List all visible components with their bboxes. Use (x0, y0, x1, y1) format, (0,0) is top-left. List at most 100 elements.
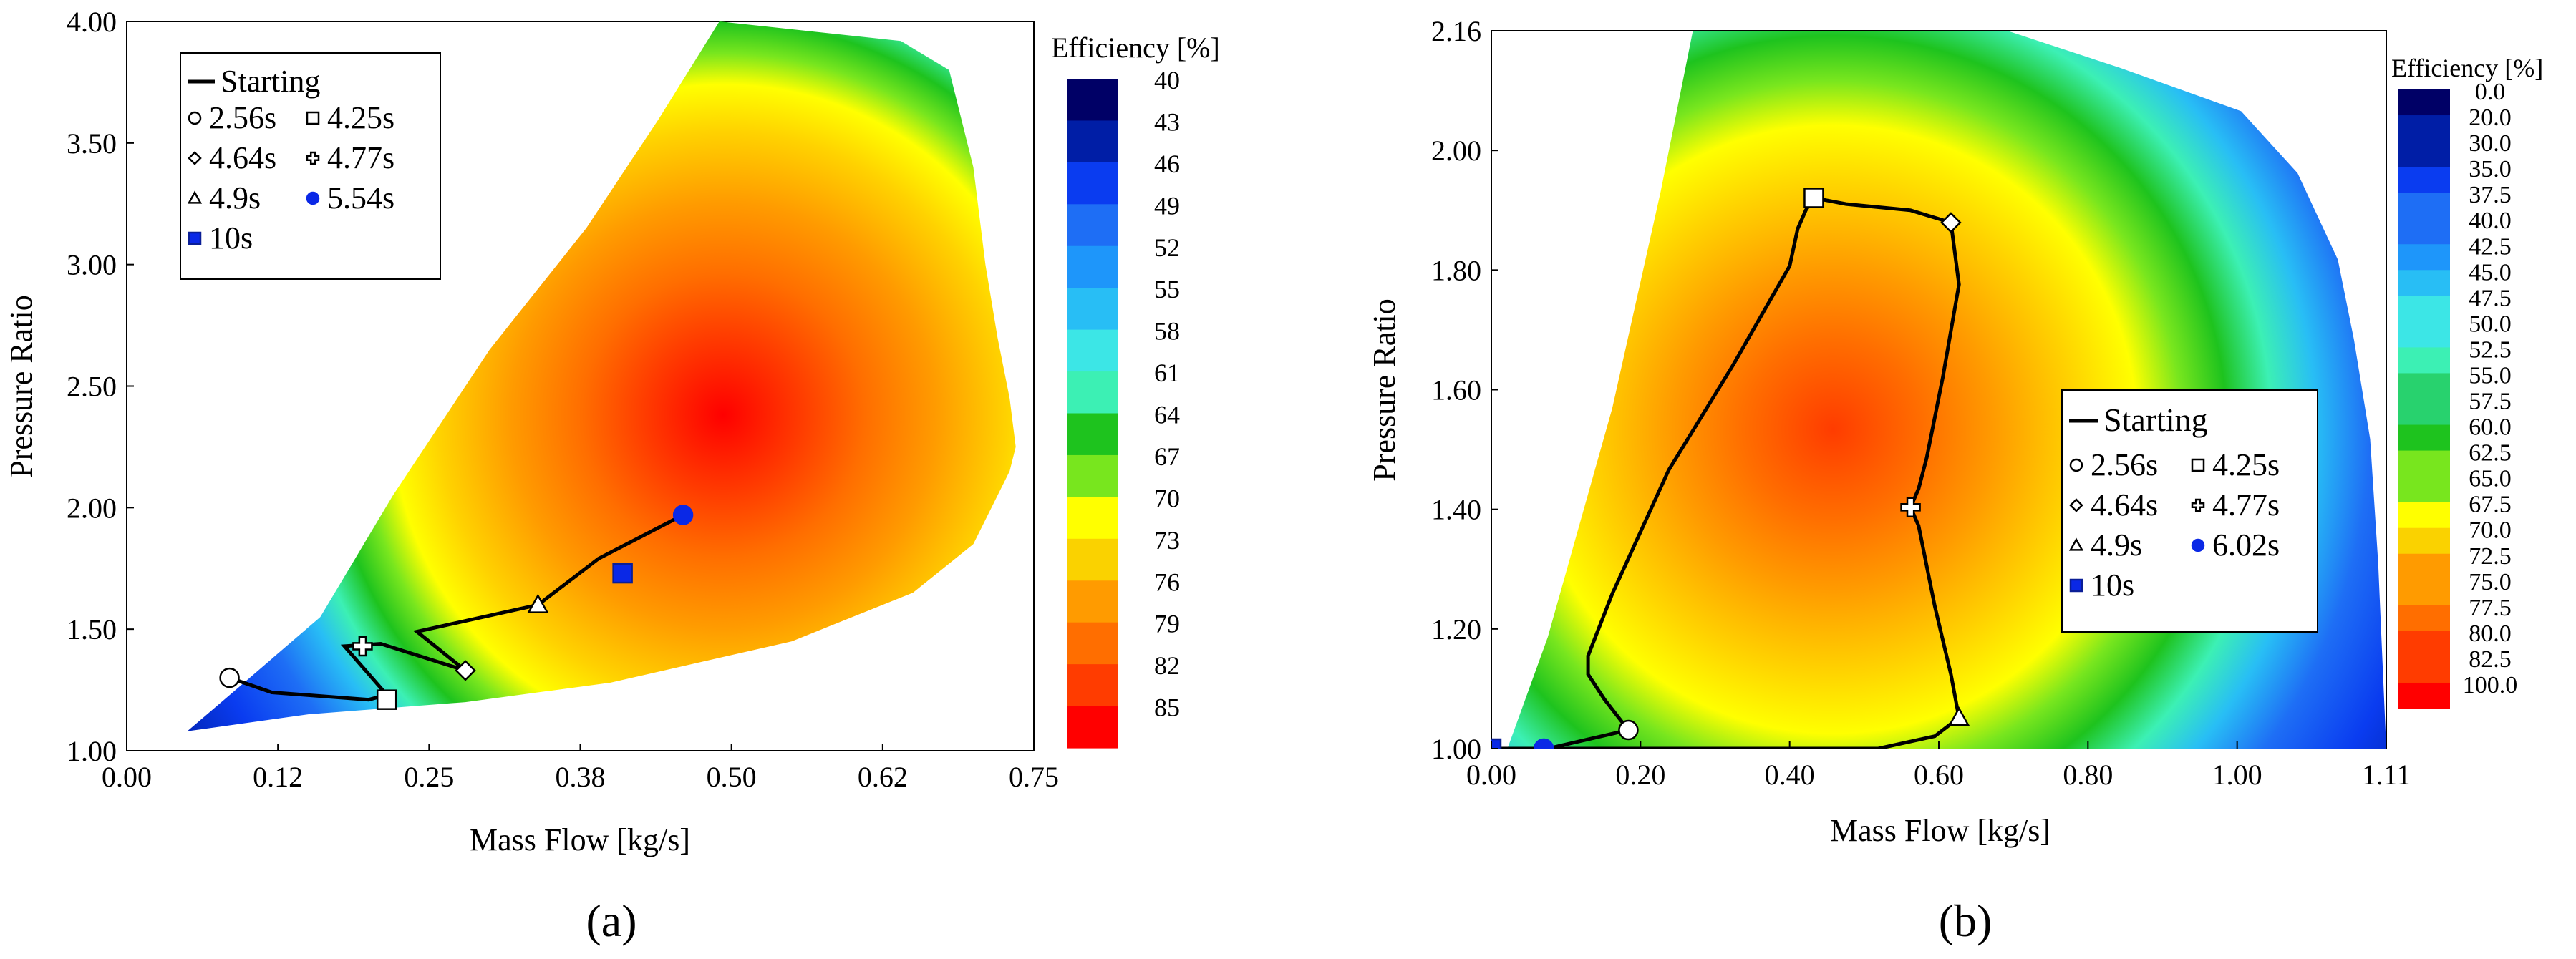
y-tick-label: 1.60 (1431, 374, 1481, 407)
colorbar-tick-label: 52 (1154, 233, 1180, 262)
colorbar-swatch (2398, 631, 2450, 658)
colorbar-tick-label: 72.5 (2469, 543, 2512, 570)
marker-2.56s (219, 667, 240, 688)
colorbar-tick-label: 62.5 (2469, 440, 2512, 467)
colorbar-tick-label: 65.0 (2469, 466, 2512, 492)
colorbar-tick-label: 0.0 (2475, 79, 2506, 105)
colorbar-swatch (1067, 413, 1118, 456)
y-tick-label: 1.40 (1431, 494, 1481, 526)
x-tick-label: 0.50 (707, 761, 757, 793)
colorbar-swatch (1067, 497, 1118, 540)
colorbar-tick-label: 77.5 (2469, 595, 2512, 621)
colorbar-swatch (2398, 502, 2450, 529)
y-tick-label: 3.00 (67, 249, 117, 281)
colorbar-tick-label: 64 (1154, 401, 1180, 429)
marker-2.56s (1618, 719, 1639, 741)
colorbar-swatch (2398, 656, 2450, 683)
y-tick-label: 4.00 (67, 6, 117, 38)
colorbar-swatch (2398, 527, 2450, 555)
colorbar-tick-label: 30.0 (2469, 130, 2512, 157)
legend-item-label: 4.25s (327, 100, 394, 135)
colorbar-swatch (1067, 79, 1118, 122)
marker-4.25s (376, 689, 397, 710)
legend-item-label: 4.9s (2091, 527, 2142, 563)
legend-marker-4.25s (306, 111, 320, 125)
colorbar-swatch (1067, 664, 1118, 707)
colorbar-swatch (2398, 682, 2450, 709)
legend-item-label: 5.54s (327, 180, 394, 215)
colorbar-tick-label: 79 (1154, 610, 1180, 638)
colorbar-tick-label: 80.0 (2469, 620, 2512, 647)
colorbar-swatch (2398, 89, 2450, 116)
colorbar-swatch (2398, 476, 2450, 503)
y-tick-label: 2.16 (1431, 15, 1481, 47)
x-tick-label: 0.38 (556, 761, 606, 793)
colorbar-tick-label: 55 (1154, 275, 1180, 303)
colorbar-swatch (1067, 329, 1118, 372)
legend-marker-4.9s (187, 190, 203, 204)
colorbar-swatch (2398, 450, 2450, 477)
colorbar-swatch (2398, 270, 2450, 296)
colorbar-tick-label: 43 (1154, 107, 1180, 136)
legend-item-label: 4.77s (2212, 487, 2280, 522)
panel-a: 0.00 0.12 0.25 0.38 0.50 0.62 0.75 1.00 1.50 2.0… (4, 6, 1220, 946)
x-tick-label: 0.12 (253, 761, 303, 793)
colorbar-swatch (2398, 399, 2450, 426)
marker-10s (612, 563, 633, 584)
colorbar-tick-label: 46 (1154, 150, 1180, 178)
x-axis-ticks: 0.00 0.20 0.40 0.60 0.80 1.00 1.11 (1466, 741, 2411, 791)
y-axis-label: Pressure Ratio (1367, 298, 1402, 481)
y-tick-label: 1.00 (67, 735, 117, 767)
colorbar-tick-label: 45.0 (2469, 259, 2512, 286)
legend-line-label: Starting (2103, 401, 2208, 438)
colorbar-swatch (2398, 373, 2450, 400)
colorbar-swatch (1067, 538, 1118, 581)
marker-5.54s (672, 505, 694, 525)
legend-marker-4.77s (2191, 498, 2205, 512)
y-tick-label: 2.00 (67, 492, 117, 524)
legend-marker-6.02s (2191, 538, 2205, 552)
colorbar-tick-label: 82 (1154, 651, 1180, 680)
colorbar-tick-label: 35.0 (2469, 156, 2512, 182)
colorbar-swatch (2398, 347, 2450, 374)
x-axis-ticks: 0.00 0.12 0.25 0.38 0.50 0.62 0.75 (102, 744, 1059, 793)
x-tick-label: 0.60 (1914, 759, 1964, 791)
y-axis-ticks: 1.00 1.50 2.00 2.50 3.00 3.50 4.00 (67, 6, 134, 767)
y-tick-label: 2.50 (67, 371, 117, 403)
colorbar-swatch (2398, 193, 2450, 219)
x-tick-label: 0.75 (1009, 761, 1059, 793)
x-tick-label: 1.00 (2212, 759, 2262, 791)
colorbar-tick-label: 20.0 (2469, 104, 2512, 131)
marker-10s (1491, 738, 1502, 749)
legend-marker-2.56s (2069, 458, 2083, 472)
legend-item-label: 4.9s (209, 180, 261, 215)
colorbar-tick-label: 75.0 (2469, 569, 2512, 595)
colorbar-swatch (2398, 115, 2450, 142)
legend-item-label: 6.02s (2212, 527, 2280, 563)
colorbar-tick-label: 82.5 (2469, 646, 2512, 673)
legend-marker-2.56s (188, 111, 202, 125)
colorbar-swatch (2398, 321, 2450, 349)
efficiency-contour-fill (187, 21, 1016, 731)
legend-marker-10s (2069, 578, 2083, 593)
x-tick-label: 0.00 (102, 761, 152, 793)
legend: Starting 2.56s 4.25s 4.64s 4.77s 4.9s 5.54s 10… (180, 52, 441, 280)
colorbar-swatch (1067, 120, 1118, 163)
starting-line (228, 513, 684, 702)
y-tick-label: 3.50 (67, 127, 117, 160)
colorbar-swatch (2398, 553, 2450, 580)
colorbar-swatch (2398, 244, 2450, 271)
legend-marker-4.64s (188, 151, 202, 165)
colorbar: 0.020.030.035.037.540.042.545.047.550.05… (2398, 79, 2517, 709)
legend-item-label: 2.56s (209, 100, 276, 135)
colorbar-swatch (2398, 605, 2450, 632)
colorbar-swatch (2398, 141, 2450, 167)
colorbar-tick-label: 70.0 (2469, 517, 2512, 544)
colorbar-swatch (1067, 204, 1118, 247)
y-axis-ticks: 1.00 1.20 1.40 1.60 1.80 2.00 2.16 (1431, 15, 1498, 765)
x-tick-label: 0.25 (404, 761, 454, 793)
colorbar-swatch (1067, 245, 1118, 288)
x-tick-label: 0.62 (858, 761, 908, 793)
panel-b: 0.00 0.20 0.40 0.60 0.80 1.00 1.11 1.00 1.20 1.4… (1367, 15, 2543, 946)
colorbar-tick-label: 55.0 (2469, 362, 2512, 389)
